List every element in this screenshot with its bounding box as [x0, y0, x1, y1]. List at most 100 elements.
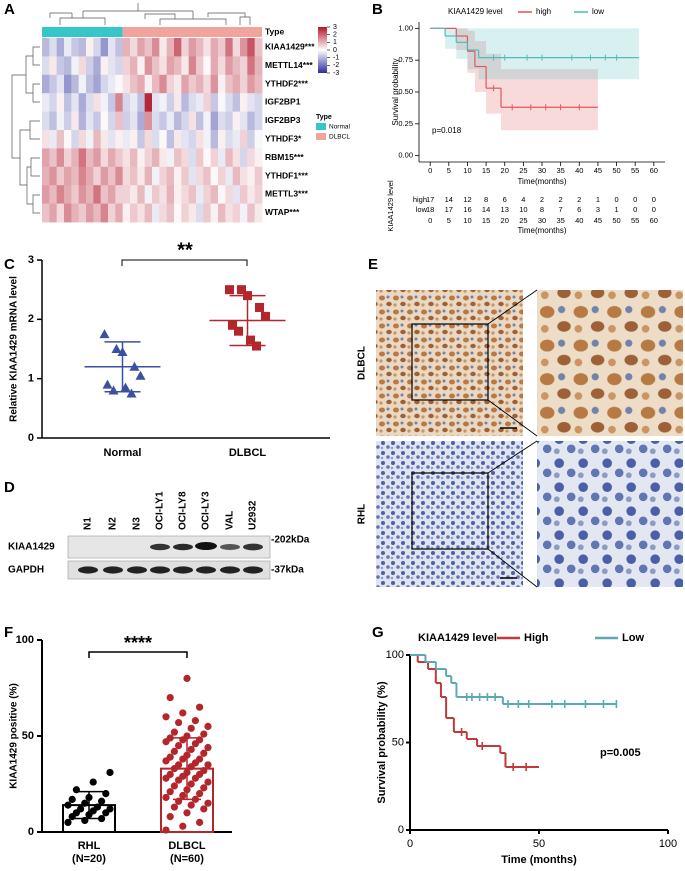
- heatmap-cell: [108, 166, 116, 186]
- scale-bar: [500, 427, 517, 579]
- risk-title: KIAA1429 level: [386, 180, 395, 232]
- heatmap-cell: [254, 148, 263, 168]
- heatmap-cell: [78, 185, 87, 204]
- risk-count: 16: [463, 205, 471, 214]
- legend-swatch: [316, 133, 326, 140]
- heatmap-cell: [174, 111, 182, 131]
- point: [179, 709, 187, 717]
- y-tick-label: 50: [392, 736, 404, 748]
- heatmap-cell: [93, 148, 102, 168]
- heatmap-cell: [56, 93, 65, 112]
- heatmap-cell: [137, 130, 146, 149]
- ihc-image: [376, 441, 523, 587]
- point: [204, 743, 212, 752]
- row-label: WTAP***: [265, 207, 300, 217]
- heatmap-cell: [218, 111, 226, 131]
- heatmap-cell: [159, 166, 168, 186]
- heatmap-cell: [86, 93, 94, 112]
- heatmap-cell: [181, 166, 190, 186]
- point: [170, 803, 178, 811]
- point: [98, 797, 106, 805]
- heatmap-cell: [174, 203, 182, 223]
- point: [64, 801, 72, 809]
- ihc-panel: DLBCL RHL: [357, 289, 683, 588]
- heatmap-cell: [181, 56, 190, 76]
- heatmap-cell: [122, 93, 131, 112]
- heatmap-cell: [86, 38, 94, 57]
- x-tick-label: 50: [612, 166, 620, 175]
- heatmap-cell: [166, 111, 175, 131]
- point: [166, 770, 174, 779]
- heatmap-cell: [49, 148, 58, 168]
- heatmap-cell: [122, 166, 131, 186]
- significance-bracket: [88, 651, 188, 658]
- risk-row-label: low: [416, 205, 428, 214]
- heatmap-cell: [130, 185, 138, 204]
- risk-x-label: 40: [575, 216, 583, 225]
- heatmap-cell: [188, 148, 197, 168]
- point: [200, 784, 208, 792]
- heatmap-cell: [174, 185, 182, 204]
- heatmap-cell: [225, 74, 234, 94]
- heatmap-cell: [152, 74, 160, 94]
- ci-band: [456, 28, 468, 59]
- heatmap-cell: [108, 93, 116, 112]
- heatmap-cell: [225, 56, 234, 76]
- heatmap-cell: [174, 166, 182, 186]
- heatmap-cell: [159, 38, 168, 57]
- point: [106, 768, 114, 777]
- row-label: YTHDF1***: [265, 170, 309, 180]
- y-tick-label: 1.00: [398, 23, 413, 32]
- heatmap-cell: [42, 203, 50, 223]
- ci-band: [467, 30, 475, 73]
- lane-label: OCI-LY3: [201, 491, 212, 530]
- heatmap-cell: [188, 166, 197, 186]
- x-tick-label: 30: [538, 166, 546, 175]
- heatmap-cell: [196, 111, 204, 131]
- heatmap-cell: [152, 166, 160, 186]
- point: [135, 370, 146, 380]
- significance: ****: [124, 633, 152, 653]
- legend-title: Type: [316, 114, 332, 121]
- heatmap-cell: [254, 74, 263, 94]
- colorbar-label: 0: [333, 47, 337, 54]
- risk-count: 2: [559, 195, 563, 204]
- heatmap-cell: [247, 111, 256, 131]
- y-tick-label: 0: [28, 826, 34, 838]
- column-dendrogram: [49, 3, 251, 25]
- point: [196, 790, 204, 798]
- heatmap-cell: [247, 93, 256, 112]
- heatmap-cell: [240, 148, 248, 168]
- heatmap-cell: [71, 166, 80, 186]
- risk-x-label: 50: [612, 216, 620, 225]
- heatmap-cell: [152, 38, 160, 57]
- heatmap-cell: [115, 130, 124, 149]
- x-tick-sublabel: (N=20): [72, 853, 106, 865]
- point: [102, 790, 110, 798]
- colorbar: [318, 27, 327, 73]
- heatmap-cell: [130, 111, 138, 131]
- row-label: YTHDF2***: [265, 78, 309, 88]
- x-tick-label: 0: [428, 166, 432, 175]
- heatmap-cell: [144, 74, 153, 94]
- point: [175, 761, 183, 769]
- heatmap-cell: [100, 111, 109, 131]
- row-label: IGF2BP1: [265, 97, 301, 107]
- heatmap-cell: [115, 93, 124, 112]
- heatmap-cell: [225, 166, 234, 186]
- heatmap-cell: [247, 56, 256, 76]
- heatmap-cell: [218, 74, 226, 94]
- heatmap-cell: [181, 93, 190, 112]
- band: [150, 543, 170, 551]
- heatmap-cell: [232, 130, 241, 149]
- y-axis-label: Survival probability: [391, 58, 400, 125]
- heatmap-cell: [115, 203, 124, 223]
- lane-label: OCI-LY1: [155, 491, 166, 530]
- band: [78, 566, 98, 574]
- heatmap-cell: [188, 38, 197, 57]
- heatmap-cell: [181, 185, 190, 204]
- point: [162, 826, 170, 834]
- heatmap-cell: [64, 56, 72, 76]
- heatmap-cell: [232, 74, 241, 94]
- y-tick-label: 100: [386, 649, 404, 661]
